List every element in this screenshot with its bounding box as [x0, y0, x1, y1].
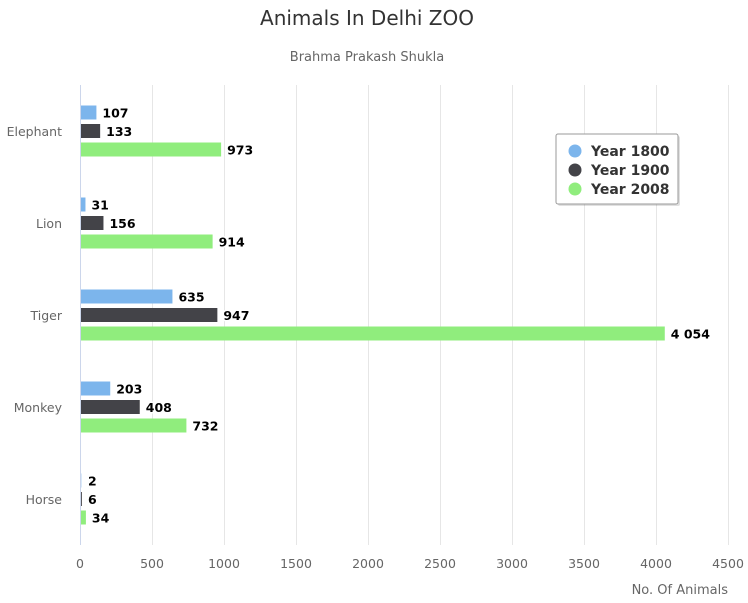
chart-subtitle: Brahma Prakash Shukla	[290, 50, 444, 65]
bar[interactable]	[81, 124, 101, 138]
bar[interactable]	[81, 418, 187, 433]
data-label: 973	[227, 143, 253, 158]
data-label: 2	[88, 474, 97, 489]
bar[interactable]	[81, 510, 86, 525]
legend-item[interactable]: Year 2008	[568, 182, 670, 198]
x-tick-label: 3500	[568, 556, 600, 571]
bar[interactable]	[81, 289, 173, 304]
bar[interactable]	[81, 400, 140, 414]
bar[interactable]	[81, 216, 104, 230]
bar[interactable]	[81, 142, 222, 157]
x-tick-label: 4500	[712, 556, 744, 571]
x-tick-label: 4000	[640, 556, 672, 571]
legend-label: Year 1800	[590, 144, 670, 160]
legend-label: Year 2008	[590, 182, 670, 198]
data-label: 732	[192, 419, 218, 434]
x-tick-label: 2500	[424, 556, 456, 571]
x-axis-title: No. Of Animals	[632, 583, 729, 598]
category-label: Monkey	[14, 400, 63, 415]
legend-label: Year 1900	[590, 163, 670, 179]
legend[interactable]: Year 1800 Year 1900 Year 2008	[555, 133, 680, 206]
data-label: 107	[102, 106, 128, 121]
bar[interactable]	[81, 308, 218, 322]
x-axis-ticks: 0 500 1000 1500 2000 2500 3000 3500 4000 4500	[76, 556, 744, 571]
data-label: 31	[91, 198, 108, 213]
legend-item[interactable]: Year 1900	[568, 163, 670, 179]
x-tick-label: 1500	[280, 556, 312, 571]
chart-title: Animals In Delhi ZOO	[260, 6, 474, 30]
data-label: 947	[223, 308, 249, 323]
data-label: 914	[219, 235, 245, 250]
data-label: 4 054	[671, 327, 710, 342]
data-label: 34	[92, 511, 110, 526]
data-label: 408	[146, 400, 172, 415]
grid-lines	[80, 85, 729, 545]
x-tick-label: 2000	[352, 556, 384, 571]
bar[interactable]	[81, 197, 86, 212]
data-label: 6	[88, 492, 97, 507]
category-label: Tiger	[30, 308, 63, 323]
bar[interactable]	[81, 381, 111, 396]
x-tick-label: 1000	[208, 556, 240, 571]
x-tick-label: 0	[76, 556, 84, 571]
legend-box	[555, 133, 679, 205]
legend-marker	[568, 144, 582, 158]
bar[interactable]	[81, 105, 97, 120]
data-label: 203	[116, 382, 142, 397]
bar[interactable]	[81, 492, 82, 506]
x-tick-label: 3000	[496, 556, 528, 571]
category-label: Lion	[36, 216, 62, 231]
data-label: 133	[106, 124, 132, 139]
bar[interactable]	[81, 326, 665, 341]
x-tick-label: 500	[140, 556, 164, 571]
legend-item[interactable]: Year 1800	[568, 144, 670, 160]
category-labels: Elephant Lion Tiger Monkey Horse	[7, 124, 63, 507]
bar[interactable]	[81, 234, 213, 249]
category-label: Elephant	[7, 124, 63, 139]
category-label: Horse	[26, 492, 63, 507]
data-label: 635	[178, 290, 204, 305]
legend-marker	[568, 182, 582, 196]
data-label: 156	[109, 216, 135, 231]
legend-marker	[568, 163, 582, 177]
bars	[81, 105, 665, 525]
